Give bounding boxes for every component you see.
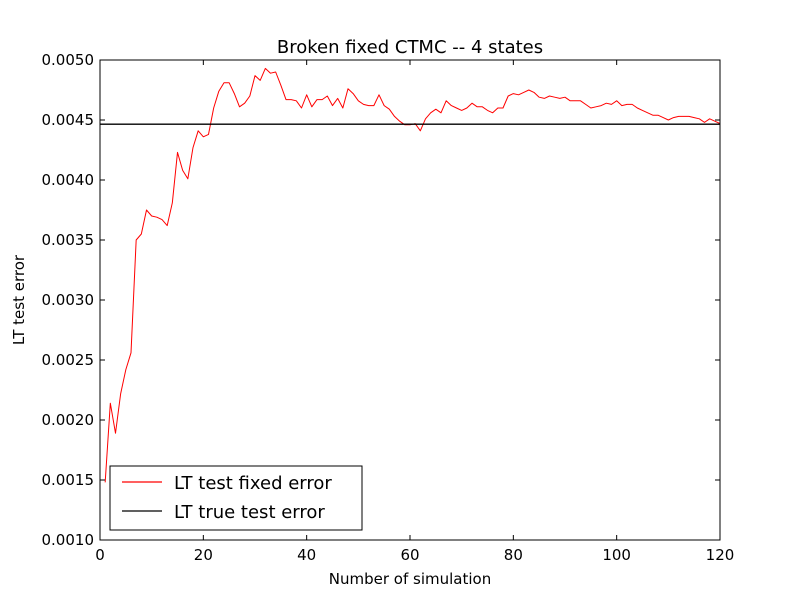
y-tick-label: 0.0045 (42, 111, 95, 129)
legend-frame (109, 465, 363, 531)
y-tick-label: 0.0040 (42, 171, 95, 189)
x-tick-label: 0 (95, 546, 105, 564)
y-tick-label: 0.0025 (42, 351, 95, 369)
x-tick-label: 120 (706, 546, 735, 564)
x-axis: 0 20 40 60 80 100 120 (95, 60, 734, 564)
x-tick-label: 40 (297, 546, 316, 564)
x-tick-label: 80 (504, 546, 523, 564)
legend-label-true-error: LT true test error (174, 502, 325, 523)
plot-content (100, 67, 720, 483)
y-tick-label: 0.0015 (42, 471, 95, 489)
x-tick-label: 20 (194, 546, 213, 564)
y-tick-label: 0.0035 (42, 231, 95, 249)
legend: LT test fixed error LT true test error (109, 465, 363, 531)
x-axis-label: Number of simulation (329, 570, 491, 588)
y-tick-label: 0.0020 (42, 411, 95, 429)
y-tick-label: 0.0050 (42, 51, 95, 69)
y-tick-label: 0.0030 (42, 291, 95, 309)
chart-title: Broken fixed CTMC -- 4 states (277, 37, 543, 58)
x-tick-label: 60 (400, 546, 419, 564)
y-axis: 0.0010 0.0015 0.0020 0.0025 0.0030 0.0035 0.00… (42, 51, 720, 549)
x-tick-label: 100 (602, 546, 631, 564)
y-tick-label: 0.0010 (42, 531, 95, 549)
y-axis-label: LT test error (10, 254, 28, 345)
legend-label-fixed-error: LT test fixed error (174, 473, 332, 494)
